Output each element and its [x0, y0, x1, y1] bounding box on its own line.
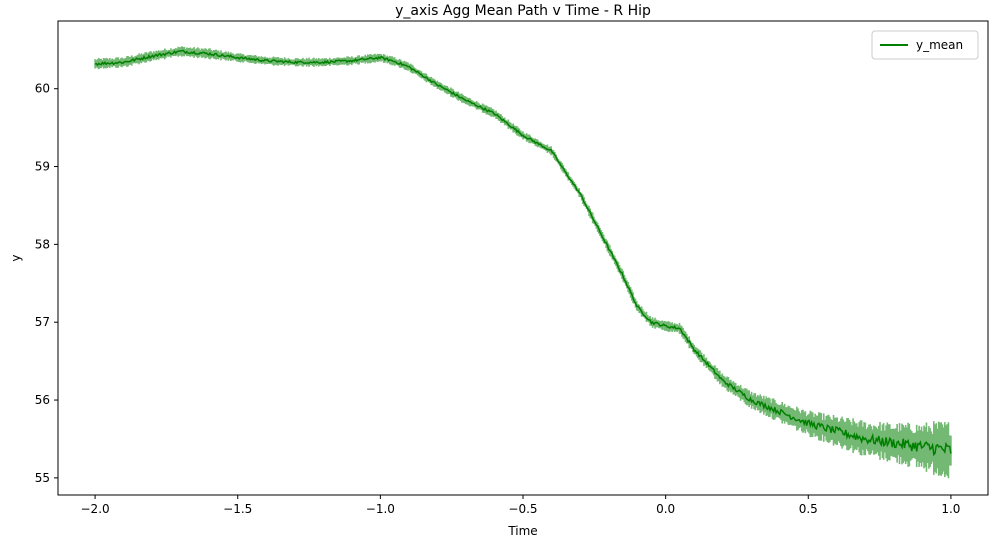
legend-box — [871, 30, 979, 60]
x-tick-label: 0.0 — [656, 502, 675, 516]
y-tick-label: 58 — [35, 237, 50, 251]
chart-title: y_axis Agg Mean Path v Time - R Hip — [395, 3, 651, 19]
plot-area — [94, 46, 952, 479]
y-axis: 55 56 57 58 59 60 — [35, 82, 58, 485]
series-band — [94, 46, 952, 479]
x-axis: −2.0 −1.5 −1.0 −0.5 0.0 0.5 1.0 — [81, 495, 960, 516]
x-tick-label: −0.5 — [508, 502, 537, 516]
y-tick-label: 55 — [35, 471, 50, 485]
x-tick-label: −2.0 — [81, 502, 110, 516]
legend-label: y_mean — [916, 38, 963, 52]
y-tick-label: 56 — [35, 393, 50, 407]
y-tick-label: 57 — [35, 315, 50, 329]
y-tick-label: 59 — [35, 160, 50, 174]
x-tick-label: 0.5 — [799, 502, 818, 516]
legend: y_mean — [871, 30, 979, 60]
x-tick-label: 1.0 — [941, 502, 960, 516]
y-axis-label: y — [9, 254, 23, 261]
y-tick-label: 60 — [35, 82, 50, 96]
series-line — [95, 49, 952, 457]
x-axis-label: Time — [507, 524, 537, 538]
x-tick-label: −1.5 — [223, 502, 252, 516]
x-tick-label: −1.0 — [366, 502, 395, 516]
